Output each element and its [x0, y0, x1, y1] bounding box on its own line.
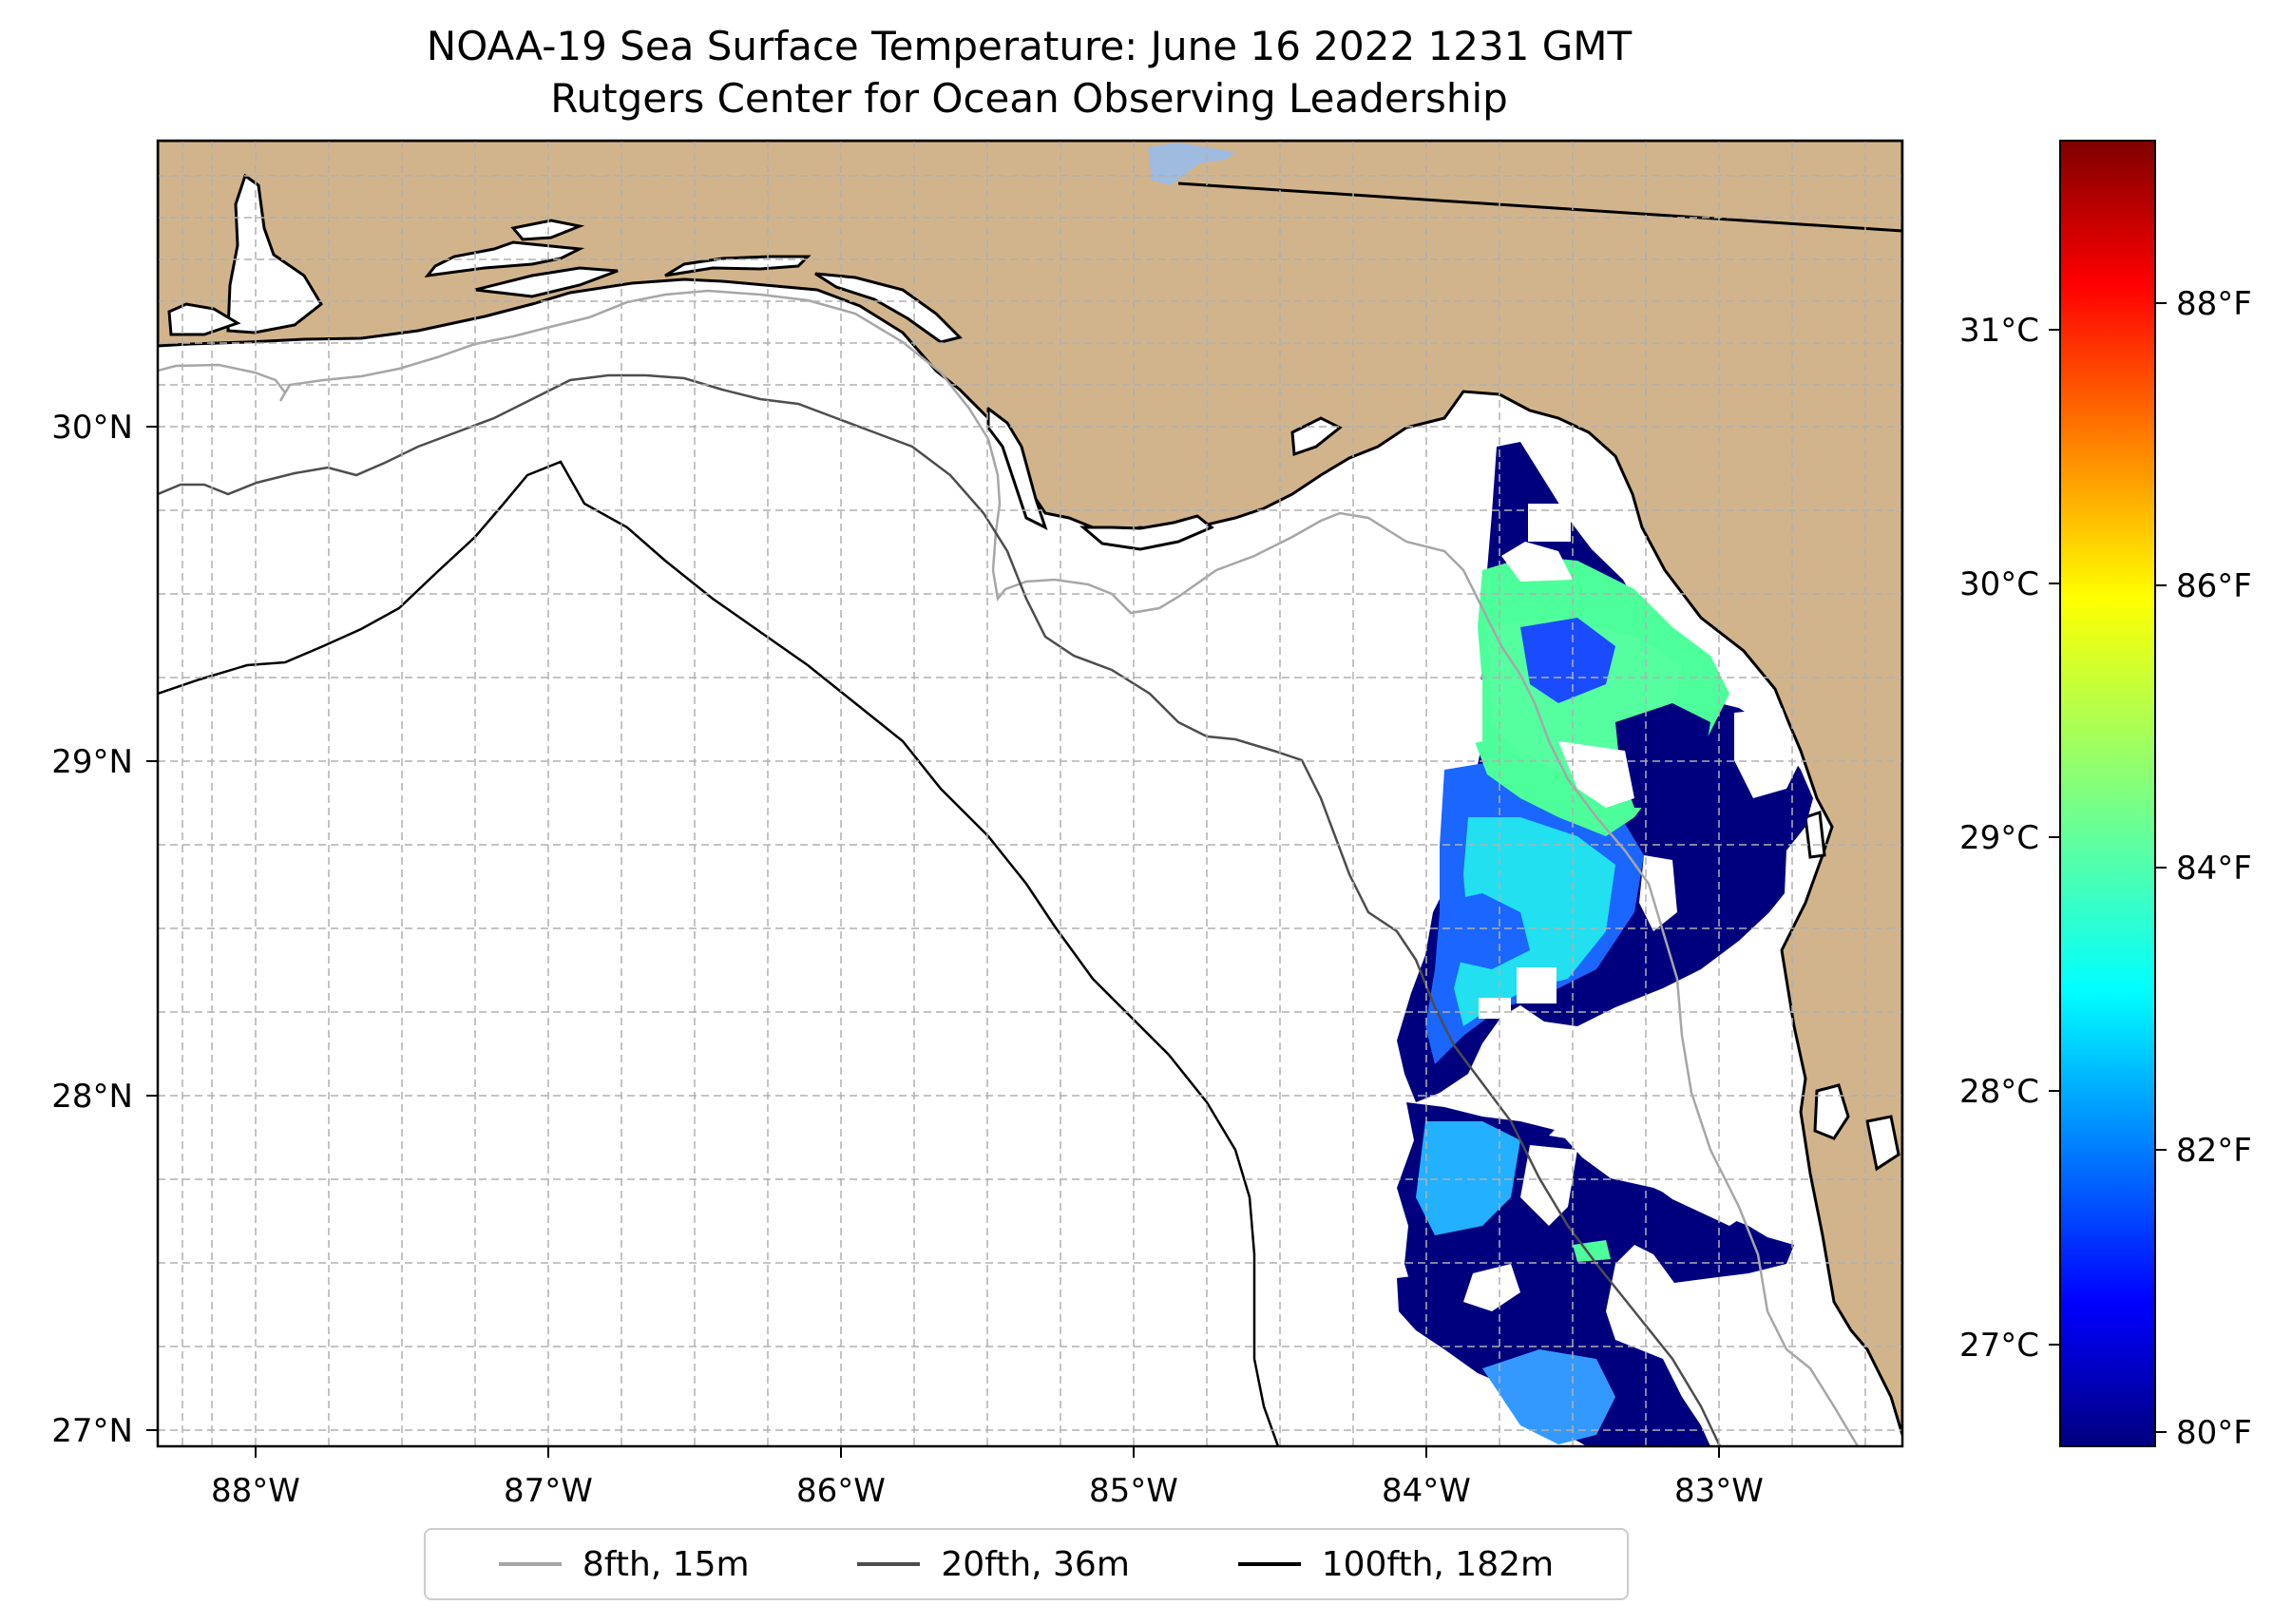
celsius-tick: 31°C: [1959, 312, 2039, 350]
lat-label: 30°N: [51, 409, 133, 447]
legend-line-20fth: [857, 1562, 921, 1566]
bays: [167, 173, 1900, 1172]
lon-label: 84°W: [1382, 1472, 1471, 1510]
lat-label: 29°N: [51, 743, 133, 781]
chart-subtitle: Rutgers Center for Ocean Observing Leade…: [550, 75, 1508, 122]
land-mass: [158, 141, 1902, 1436]
isobath-8fth: [158, 289, 1860, 1446]
gridlines: [158, 141, 1902, 1446]
fahrenheit-tick: 82°F: [2176, 1132, 2252, 1170]
map-panel[interactable]: [158, 141, 1902, 1446]
isobath-legend: 8fth, 15m 20fth, 36m 100fth, 182m: [424, 1528, 1629, 1600]
fahrenheit-tick: 88°F: [2176, 285, 2252, 323]
isobath-100fth: [158, 460, 1280, 1446]
chart-title: NOAA-19 Sea Surface Temperature: June 16…: [426, 23, 1633, 69]
celsius-tick: 28°C: [1959, 1073, 2039, 1111]
legend-label: 8fth, 15m: [582, 1544, 750, 1584]
legend-line-8fth: [498, 1562, 562, 1566]
legend-label: 100fth, 182m: [1321, 1544, 1555, 1584]
isobath-20fth: [158, 373, 1722, 1446]
celsius-tick: 29°C: [1959, 819, 2039, 857]
state-boundary: [1177, 182, 1902, 233]
celsius-tick: 30°C: [1959, 565, 2039, 603]
legend-line-100fth: [1237, 1562, 1301, 1566]
lon-label: 85°W: [1089, 1472, 1178, 1510]
legend-item-20fth: 20fth, 36m: [857, 1545, 1130, 1584]
lat-label: 28°N: [51, 1078, 133, 1116]
celsius-tick: 27°C: [1959, 1327, 2039, 1365]
fahrenheit-tick: 84°F: [2176, 850, 2252, 888]
map-frame: [156, 139, 1904, 1448]
legend-item-8fth: 8fth, 15m: [498, 1544, 750, 1584]
fahrenheit-tick: 86°F: [2176, 567, 2252, 605]
colorbar: 31°C 30°C 29°C 28°C 27°C 88°F 86°F 84°F …: [1959, 140, 2252, 1452]
lat-label: 27°N: [51, 1412, 133, 1450]
lon-label: 88°W: [211, 1472, 300, 1510]
lon-label: 83°W: [1674, 1472, 1764, 1510]
legend-item-100fth: 100fth, 182m: [1237, 1544, 1555, 1584]
legend-label: 20fth, 36m: [941, 1544, 1130, 1584]
sst-data: [1397, 442, 1813, 1446]
axis-ticks: [146, 426, 1720, 1458]
fahrenheit-tick: 80°F: [2176, 1414, 2252, 1452]
lake: [1148, 143, 1235, 185]
lon-label: 87°W: [504, 1472, 593, 1510]
colorbar-gradient: [2059, 140, 2156, 1447]
lon-label: 86°W: [796, 1472, 886, 1510]
